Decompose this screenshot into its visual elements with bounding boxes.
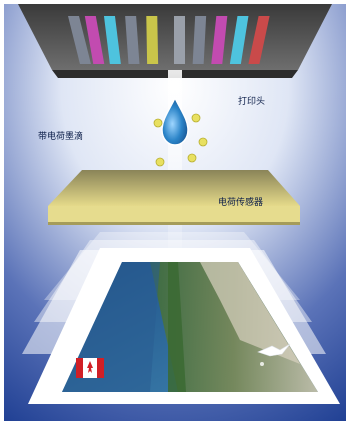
print-head-label: 打印头 <box>238 97 266 107</box>
nozzle <box>211 16 228 64</box>
nozzle <box>67 16 91 64</box>
canada-flag-icon <box>76 358 104 378</box>
coastline <box>168 262 186 392</box>
nozzle <box>84 16 105 64</box>
nozzle-row <box>67 16 270 64</box>
charge-dot <box>198 137 208 147</box>
charge-sensor-plate <box>48 170 300 225</box>
charge-dot <box>153 118 163 128</box>
nozzle <box>229 16 249 64</box>
nozzle <box>103 16 121 64</box>
print-head <box>18 4 332 78</box>
cliffs <box>200 262 300 364</box>
charge-dot <box>191 113 201 123</box>
nozzle <box>192 16 207 64</box>
ink-drop-icon <box>161 96 189 146</box>
nozzle <box>125 16 140 64</box>
nozzle <box>174 16 185 64</box>
charged-ink-drop <box>153 96 208 167</box>
charge-dot <box>155 157 165 167</box>
printed-photo <box>62 262 318 392</box>
bird-icon <box>257 343 291 366</box>
nozzle <box>248 16 270 64</box>
nozzle <box>146 16 159 64</box>
charge-sensor-label: 电荷传感器 <box>218 198 264 208</box>
charge-dot <box>187 153 197 163</box>
charged-ink-drop-label: 带电荷墨滴 <box>38 132 84 142</box>
